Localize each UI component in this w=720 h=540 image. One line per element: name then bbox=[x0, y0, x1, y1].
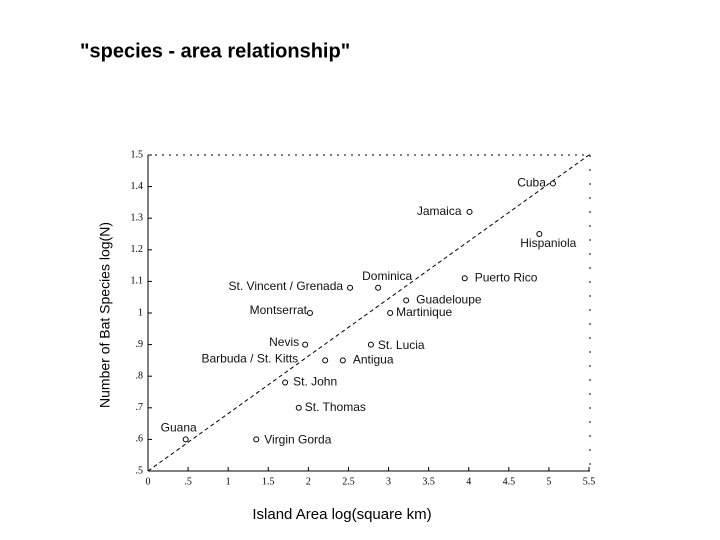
x-tick-label: 1 bbox=[226, 476, 231, 487]
y-tick-label: .8 bbox=[136, 370, 144, 381]
point-label: Dominica bbox=[362, 269, 412, 283]
x-tick-label: 2 bbox=[306, 476, 311, 487]
point bbox=[253, 436, 260, 443]
point-label: Nevis bbox=[269, 335, 299, 349]
y-tick-label: 1.4 bbox=[131, 181, 144, 192]
point bbox=[367, 341, 374, 348]
point bbox=[536, 231, 543, 237]
x-tick-label: 3 bbox=[386, 476, 391, 487]
point-label: Guana bbox=[161, 421, 197, 435]
y-tick-label: 1.1 bbox=[131, 276, 144, 287]
point-label: Barbuda / St. Kitts bbox=[201, 352, 298, 366]
point bbox=[282, 379, 289, 386]
y-tick-label: .6 bbox=[136, 434, 144, 445]
y-tick-label: 1.3 bbox=[131, 212, 144, 223]
y-axis-label: Number of Bat Species log(N) bbox=[97, 222, 113, 408]
point-label: St. Lucia bbox=[378, 338, 425, 352]
x-tick-label: 2.5 bbox=[342, 476, 355, 487]
x-tick-label: 4 bbox=[466, 476, 471, 487]
x-tick-label: 0 bbox=[146, 476, 151, 487]
point bbox=[375, 284, 382, 291]
point-label: St. John bbox=[293, 375, 337, 389]
y-tick-label: 1 bbox=[138, 307, 143, 318]
y-tick-label: .7 bbox=[136, 402, 144, 413]
point bbox=[322, 357, 329, 364]
point-label: Guadeloupe bbox=[416, 293, 482, 307]
point bbox=[403, 297, 410, 304]
point bbox=[295, 404, 302, 411]
y-tick-label: .9 bbox=[136, 339, 144, 350]
point-label: Cuba bbox=[517, 176, 546, 190]
chart-title: "species - area relationship" bbox=[80, 40, 350, 62]
point bbox=[549, 180, 556, 187]
point bbox=[302, 341, 309, 348]
point-label: Virgin Gorda bbox=[264, 433, 331, 447]
point bbox=[339, 357, 346, 364]
point bbox=[461, 275, 468, 282]
point-label: Antigua bbox=[353, 353, 394, 367]
x-tick-label: 1.5 bbox=[262, 476, 275, 487]
y-tick-label: 1.2 bbox=[131, 244, 144, 255]
point-label: Puerto Rico bbox=[475, 270, 538, 284]
point-label: Jamaica bbox=[417, 204, 462, 218]
x-tick-label: 5.5 bbox=[583, 476, 596, 487]
point-label: Hispaniola bbox=[520, 236, 576, 250]
point-label: St. Thomas bbox=[305, 400, 366, 414]
point bbox=[306, 310, 313, 316]
x-tick-label: .5 bbox=[184, 476, 192, 487]
point bbox=[387, 310, 394, 316]
point-label: St. Vincent / Grenada bbox=[229, 279, 344, 293]
x-tick-label: 5 bbox=[546, 476, 551, 487]
point bbox=[347, 284, 354, 291]
trend-line bbox=[147, 154, 590, 472]
point bbox=[466, 208, 473, 215]
y-tick-label: .5 bbox=[136, 465, 144, 476]
x-tick-label: 4.5 bbox=[503, 476, 516, 487]
point-label: Martinique bbox=[396, 305, 452, 319]
x-axis-label: Island Area log(square km) bbox=[252, 506, 431, 523]
y-tick-label: 1.5 bbox=[131, 149, 144, 160]
point-label: Montserrat bbox=[250, 303, 308, 317]
x-tick-label: 3.5 bbox=[422, 476, 435, 487]
point bbox=[182, 436, 189, 443]
